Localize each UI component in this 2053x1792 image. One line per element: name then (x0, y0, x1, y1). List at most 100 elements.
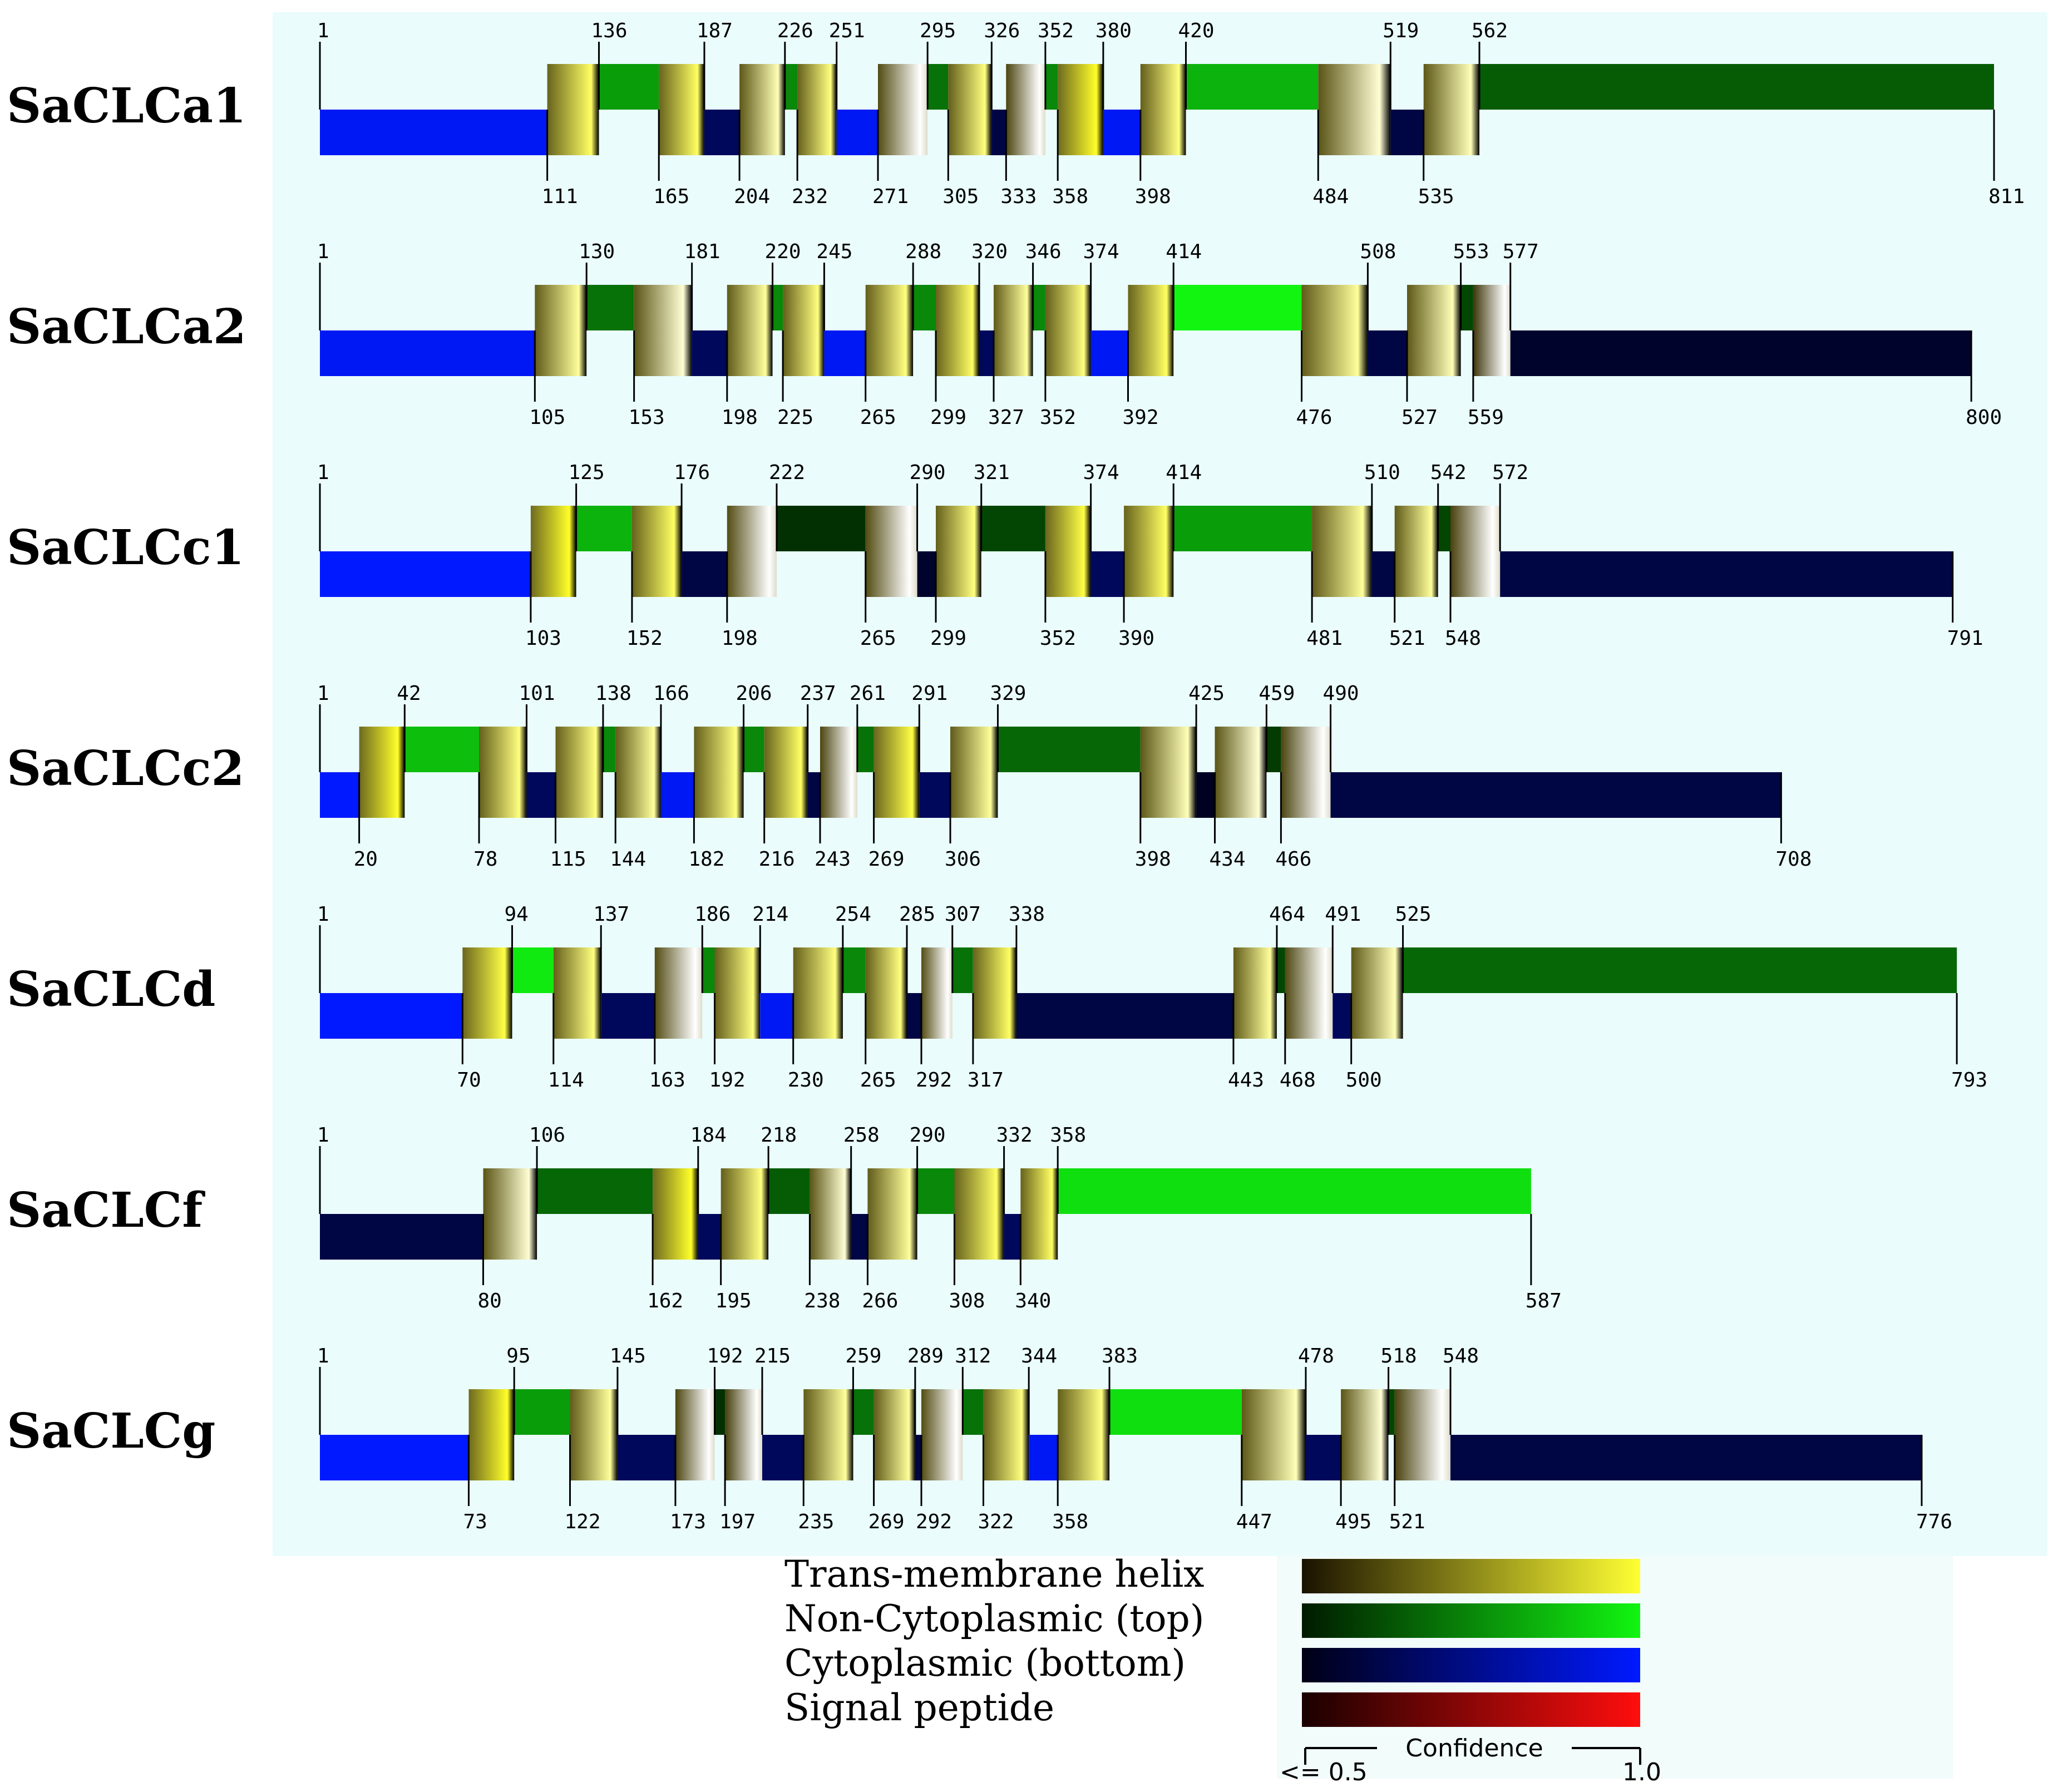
top-position-label: 289 (907, 1345, 944, 1368)
cytoplasmic-segment (1330, 772, 1781, 818)
tm-helix-segment (1045, 506, 1091, 597)
top-position-label: 414 (1166, 461, 1202, 484)
confidence-max: 1.0 (1622, 1758, 1661, 1786)
top-position-label: 291 (911, 682, 947, 705)
tm-helix-segment (783, 285, 825, 376)
bottom-position-label: 800 (1966, 406, 2002, 429)
bottom-position-label: 122 (564, 1510, 600, 1533)
top-position-label: 184 (690, 1124, 727, 1147)
tm-helix-segment (1341, 1389, 1389, 1480)
bottom-position-label: 292 (916, 1069, 952, 1092)
non-cytoplasmic-segment (784, 64, 798, 110)
top-position-label: 261 (850, 682, 886, 705)
tm-helix-segment (973, 947, 1016, 1039)
bottom-position-label: 521 (1389, 1510, 1425, 1533)
cytoplasmic-segment (320, 1214, 483, 1260)
tm-helix-segment (1450, 506, 1501, 597)
bottom-position-label: 587 (1526, 1290, 1562, 1312)
tm-helix-segment (873, 1389, 915, 1480)
bottom-position-label: 390 (1118, 627, 1154, 650)
top-position-label: 542 (1430, 461, 1467, 484)
top-position-label: 307 (945, 903, 981, 926)
tm-helix-segment (865, 947, 907, 1039)
top-position-label: 125 (569, 461, 605, 484)
cytoplasmic-segment (1103, 110, 1141, 155)
top-position-label: 338 (1009, 903, 1045, 926)
bottom-position-label: 165 (653, 185, 689, 208)
top-position-label: 478 (1298, 1345, 1334, 1368)
top-position-label: 548 (1443, 1345, 1479, 1368)
top-position-label: 562 (1472, 19, 1508, 42)
top-position-label: 459 (1259, 682, 1295, 705)
protein-name: SaCLCa2 (7, 299, 246, 355)
non-cytoplasmic-segment (927, 64, 949, 110)
top-position-label: 1 (317, 19, 329, 42)
top-position-label: 145 (610, 1345, 646, 1368)
top-position-label: 332 (996, 1124, 1033, 1147)
top-position-label: 226 (777, 19, 813, 42)
bottom-position-label: 197 (719, 1510, 756, 1533)
bottom-position-label: 466 (1275, 848, 1311, 871)
bottom-position-label: 78 (473, 848, 497, 871)
bottom-position-label: 232 (792, 185, 828, 208)
tm-helix-segment (1394, 506, 1438, 597)
bottom-position-label: 265 (860, 627, 896, 650)
tm-helix-segment (1241, 1389, 1306, 1480)
tm-helix-segment (694, 727, 744, 818)
top-position-label: 1 (317, 1345, 329, 1368)
non-cytoplasmic-segment (768, 1168, 810, 1214)
tm-helix-segment (615, 727, 661, 818)
bottom-position-label: 152 (626, 627, 663, 650)
bottom-position-label: 398 (1135, 185, 1171, 208)
bottom-position-label: 216 (759, 848, 795, 871)
cytoplasmic-segment (807, 772, 820, 818)
bottom-position-label: 292 (916, 1510, 952, 1533)
bottom-position-label: 791 (1947, 627, 1983, 650)
tm-helix-segment (714, 947, 761, 1039)
bottom-position-label: 521 (1389, 627, 1425, 650)
top-position-label: 290 (910, 461, 946, 484)
bottom-position-label: 527 (1401, 406, 1438, 429)
tm-helix-segment (359, 727, 405, 818)
bottom-position-label: 548 (1445, 627, 1481, 650)
protein-name: SaCLCf (7, 1182, 205, 1238)
tm-helix-segment (921, 1389, 963, 1480)
bottom-position-label: 484 (1312, 185, 1349, 208)
top-position-label: 295 (920, 19, 956, 42)
non-cytoplasmic-segment (1266, 727, 1281, 772)
cytoplasmic-segment (682, 551, 727, 597)
tm-helix-segment (727, 285, 773, 376)
top-position-label: 374 (1083, 240, 1119, 263)
non-cytoplasmic-segment (1109, 1389, 1242, 1435)
bottom-position-label: 299 (930, 406, 966, 429)
tm-helix-segment (948, 64, 992, 155)
cytoplasmic-segment (915, 1435, 921, 1480)
bottom-position-label: 535 (1418, 185, 1454, 208)
non-cytoplasmic-segment (998, 727, 1141, 772)
tm-helix-segment (654, 947, 703, 1039)
bottom-position-label: 111 (542, 185, 578, 208)
non-cytoplasmic-segment (1277, 947, 1285, 993)
tm-helix-segment (570, 1389, 618, 1480)
top-position-label: 383 (1102, 1345, 1138, 1368)
bottom-position-label: 70 (457, 1069, 481, 1092)
non-cytoplasmic-segment (1058, 1168, 1531, 1214)
non-cytoplasmic-segment (917, 1168, 955, 1214)
top-position-label: 137 (593, 903, 629, 926)
cytoplasmic-segment (601, 993, 655, 1039)
tm-helix-segment (865, 285, 914, 376)
bottom-position-label: 105 (529, 406, 565, 429)
protein-row: SaCLCc2 1 42 101 138 166 206 237 261 291 329 425 459… (7, 682, 1812, 871)
cytoplasmic-segment (1090, 330, 1128, 376)
tm-helix-segment (865, 506, 917, 597)
bottom-position-label: 358 (1052, 1510, 1088, 1533)
bottom-position-label: 434 (1210, 848, 1246, 871)
top-position-label: 42 (397, 682, 421, 705)
protein-name: SaCLCc1 (7, 520, 244, 576)
top-position-label: 166 (653, 682, 689, 705)
legend-label: Cytoplasmic (bottom) (784, 1642, 1186, 1685)
protein-row: SaCLCa2 1 130 181 220 245 288 320 346 374 414 508 55… (7, 240, 2002, 429)
top-position-label: 106 (529, 1124, 565, 1147)
cytoplasmic-segment (991, 110, 1006, 155)
top-position-label: 138 (595, 682, 631, 705)
